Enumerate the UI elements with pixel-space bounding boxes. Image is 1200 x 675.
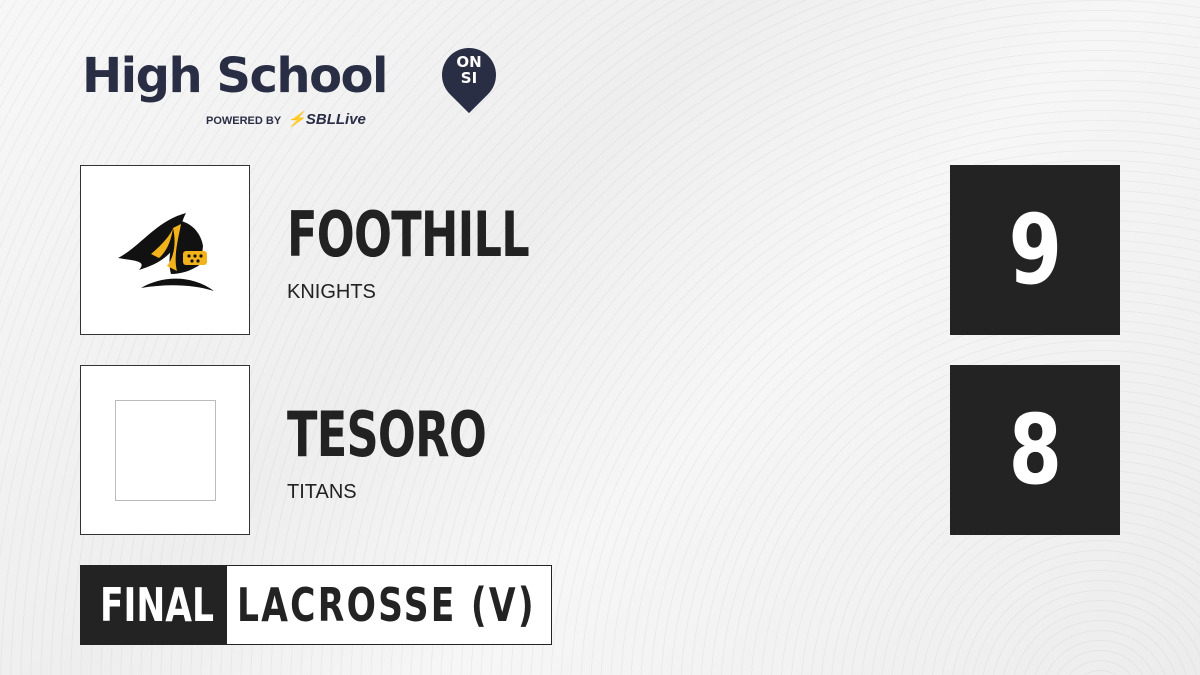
knight-helmet-icon: [118, 213, 214, 291]
powered-by: POWERED BY ⚡SBLLive: [206, 110, 366, 128]
logo-title: High School: [82, 48, 388, 104]
sblive-logo: ⚡SBLLive: [287, 111, 366, 128]
final-badge: FINAL: [81, 566, 227, 644]
team-logo-foothill: [80, 165, 250, 335]
team-name: TESORO: [287, 398, 487, 471]
logo-placeholder: [115, 400, 216, 501]
sport-text: LACROSSE (V): [237, 578, 536, 632]
powered-by-label: POWERED BY: [206, 115, 282, 127]
sblive-b: ive: [345, 111, 366, 128]
team-mascot: KNIGHTS: [287, 281, 376, 303]
score-value: 9: [1008, 194, 1062, 306]
team-logo-tesoro: [80, 365, 250, 535]
status-label: FINAL: [99, 578, 214, 632]
badge-top: ON: [456, 53, 482, 71]
sblive-a: SBL: [305, 111, 336, 128]
team-name: FOOTHILL: [287, 198, 530, 271]
game-status-bar: FINAL LACROSSE (V): [80, 565, 552, 645]
team-score: 9: [950, 165, 1120, 335]
high-school-on-si-logo: High School ON SI POWERED BY ⚡SBLLive: [82, 36, 508, 128]
on-si-badge: ON SI: [442, 54, 496, 86]
sport-label: LACROSSE (V): [227, 566, 551, 644]
score-value: 8: [1008, 394, 1062, 506]
team-mascot: TITANS: [287, 481, 357, 503]
team-score: 8: [950, 365, 1120, 535]
badge-bottom: SI: [460, 69, 478, 87]
